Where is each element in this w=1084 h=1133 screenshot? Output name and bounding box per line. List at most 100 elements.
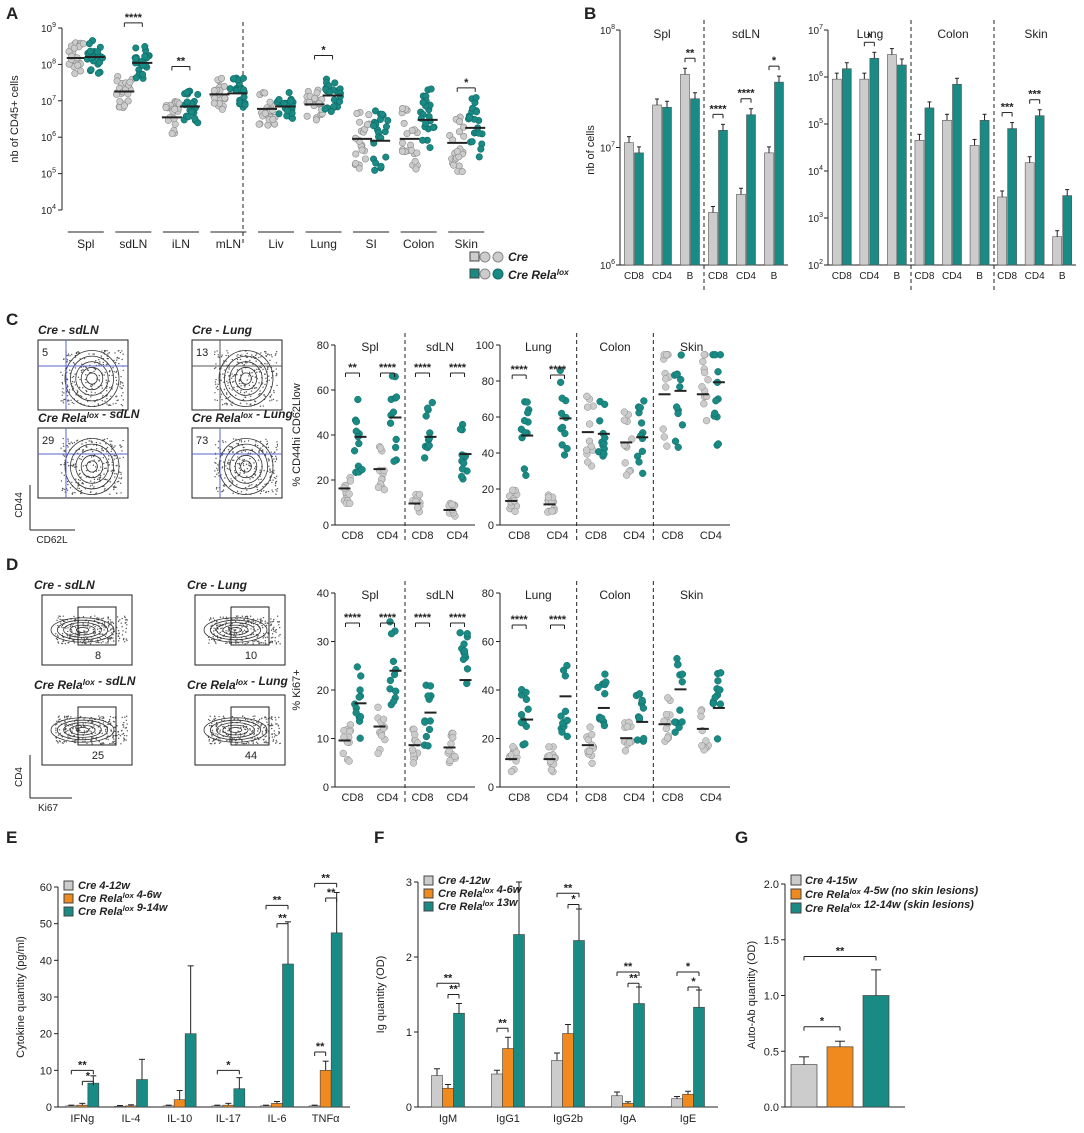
panel-d-facs-event	[219, 616, 222, 618]
panel-c-facs-event	[102, 394, 104, 397]
panel-d-facs-event	[63, 740, 65, 743]
panel-d-facs-event	[91, 639, 93, 641]
panel-d2-ytick-label: 0	[488, 782, 494, 794]
panel-d-facs-event	[242, 726, 245, 729]
panel-c-facs-event	[216, 473, 218, 476]
panel-c-ytick-label: 60	[317, 385, 329, 397]
panel-d-facs-event	[69, 626, 72, 628]
panel-c-facs-event	[103, 489, 106, 491]
panel-b-tissue-label: sdLN	[732, 27, 760, 41]
panel-c-facs-event	[76, 391, 79, 394]
panel-b-bar	[924, 107, 935, 266]
panel-c-facs-event	[258, 356, 260, 359]
panel-d2-point	[623, 723, 631, 731]
panel-c-facs-event	[85, 445, 88, 447]
panel-c-facs-event	[113, 458, 115, 460]
panel-c-facs-event	[246, 489, 248, 491]
panel-d2-point	[512, 748, 520, 756]
panel-c-facs-event	[218, 475, 220, 477]
panel-c-facs-contour	[229, 449, 263, 484]
panel-c-facs-event	[263, 490, 265, 492]
panel-d-facs-event	[251, 620, 253, 622]
panel-c-facs-event	[119, 444, 121, 447]
panel-c-cell-label: CD4	[376, 530, 398, 542]
panel-c-facs-event	[236, 490, 239, 493]
panel-c-facs-event	[276, 443, 279, 446]
panel-c-facs-event	[115, 486, 117, 488]
panel-c-facs-event	[217, 447, 220, 449]
panel-c2-ytick-label: 60	[482, 412, 494, 424]
panel-d2-point	[671, 728, 679, 736]
panel-c-facs-event	[100, 384, 103, 387]
panel-c-facs-event	[236, 442, 238, 445]
panel-a-point	[312, 116, 320, 124]
panel-c-facs-event	[79, 394, 81, 397]
panel-c2-point	[544, 493, 553, 501]
panel-c-point	[389, 408, 398, 416]
panel-b-ytick-label: 102	[808, 259, 823, 272]
panel-d2-point	[621, 747, 630, 755]
panel-d-facs-event	[59, 718, 61, 720]
panel-c-facs-event	[242, 398, 245, 401]
panel-d-facs-event	[102, 641, 104, 643]
panel-c2-point	[520, 465, 529, 473]
panel-c-facs-contour	[223, 355, 268, 402]
panel-c-facs-event	[99, 477, 102, 479]
panel-d-facs-event	[62, 626, 64, 629]
panel-d-point	[425, 725, 434, 734]
panel-d-facs-event	[255, 741, 258, 743]
panel-c-facs-event	[93, 459, 95, 461]
panel-a-point	[240, 86, 248, 94]
panel-b-bar	[1007, 128, 1017, 266]
panel-d-facs-event	[217, 628, 219, 630]
panel-c-facs-event	[266, 353, 269, 356]
panel-d-facs-event	[262, 642, 264, 644]
panel-c-facs-event	[79, 479, 81, 482]
panel-e-bar	[222, 1104, 235, 1108]
panel-c-facs-event	[76, 351, 78, 354]
panel-d-facs-event	[125, 631, 127, 633]
panel-c-facs-event	[115, 455, 117, 457]
panel-d-facs-contour	[50, 617, 115, 643]
panel-c-facs-event	[244, 450, 247, 452]
panel-d-facs-event	[124, 716, 126, 718]
panel-c-facs-event	[241, 459, 244, 461]
panel-b-bar	[869, 57, 880, 266]
panel-d-facs-event	[58, 729, 61, 731]
panel-b-bar	[708, 212, 718, 266]
panel-c-facs-event	[276, 441, 278, 443]
panel-c-facs-event	[251, 375, 254, 378]
panel-d-facs-event	[116, 725, 118, 727]
panel-a-point	[94, 69, 102, 77]
panel-f-sig-label: **	[498, 1017, 507, 1029]
panel-c-facs-event	[227, 461, 229, 463]
panel-d-facs-frame	[194, 694, 286, 766]
panel-c-facs-event	[105, 382, 108, 384]
panel-c-facs-event	[111, 469, 114, 472]
panel-b-bar	[897, 64, 907, 266]
panel-c-facs-event	[103, 349, 106, 352]
panel-c2-point	[674, 443, 682, 451]
panel-d-facs-event	[93, 619, 96, 622]
panel-c-facs-event	[92, 353, 94, 355]
panel-d-facs-event	[125, 739, 127, 741]
panel-d-facs-event	[260, 723, 262, 726]
panel-c-facs-event	[228, 387, 231, 390]
panel-c-facs-event	[275, 475, 278, 478]
panel-c-facs-event	[231, 373, 233, 375]
panel-d-facs-event	[235, 615, 238, 617]
panel-c-facs-event	[102, 361, 105, 364]
panel-d-point	[424, 742, 432, 750]
panel-c-facs-event	[89, 485, 92, 487]
panel-c-facs-event	[214, 381, 217, 383]
panel-a-point	[327, 107, 335, 115]
panel-c-facs-event	[63, 474, 65, 477]
panel-c-point	[458, 465, 467, 473]
panel-c-facs-event	[67, 400, 69, 402]
panel-a-point	[363, 121, 371, 129]
panel-a-point	[191, 114, 199, 122]
panel-c-facs-event	[273, 389, 275, 392]
panel-d-facs-event	[225, 642, 227, 645]
panel-a-point	[220, 82, 228, 90]
panel-d2-point	[640, 734, 648, 743]
